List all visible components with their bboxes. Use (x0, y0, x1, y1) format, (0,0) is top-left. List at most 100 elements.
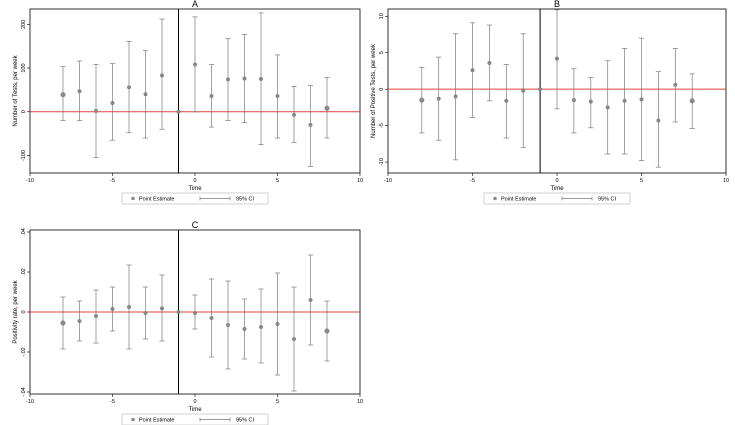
legend-point-marker (131, 196, 135, 201)
point-estimate (622, 98, 627, 103)
legend-box (121, 192, 269, 205)
x-axis-title: Time (188, 407, 202, 413)
point-estimate (324, 328, 330, 334)
x-tick-label: 0 (193, 399, 196, 405)
point-estimate (521, 88, 526, 93)
y-tick-label: -5 (379, 123, 385, 128)
point-estimate (60, 320, 66, 326)
panel-title: C (192, 220, 199, 230)
point-estimate (209, 316, 214, 321)
x-tick-label: 0 (193, 178, 196, 184)
legend-point-label: Point Estimate (139, 197, 174, 203)
legend: Point Estimate 95% CI (483, 192, 631, 205)
point-estimate (77, 319, 82, 324)
x-tick-label: 10 (357, 178, 363, 184)
point-estimate (588, 99, 593, 104)
point-estimate (605, 105, 610, 110)
legend-ci-label: 95% CI (236, 418, 255, 424)
point-estimate (487, 60, 492, 65)
point-estimate (60, 92, 66, 98)
y-tick-label: -100 (21, 150, 27, 161)
point-estimate (192, 62, 197, 67)
point-estimate (292, 337, 297, 342)
y-tick-label: -.04 (21, 387, 27, 396)
y-tick-label: 0 (21, 310, 27, 313)
point-estimate (292, 112, 297, 117)
point-estimate (571, 98, 576, 103)
panel-a: A -10 -5 0 5 10 -100 0 100 200 Time Number of Tests… (13, 0, 363, 205)
legend-box (483, 192, 631, 205)
y-tick-label: .02 (21, 268, 27, 276)
y-axis-title: Positivity rate, per week (13, 279, 19, 343)
point-estimate (242, 327, 247, 332)
point-estimate (689, 98, 695, 104)
point-estimate (77, 89, 82, 94)
point-estimate (159, 73, 164, 78)
point-estimate (176, 310, 181, 315)
point-estimate (159, 306, 164, 311)
x-tick-label: -10 (26, 178, 34, 184)
y-axis-title: Number of Positive Tests, per week (371, 43, 377, 138)
point-estimate (419, 97, 425, 103)
point-estimate (259, 76, 264, 81)
point-estimate (242, 76, 247, 81)
legend-box (121, 413, 269, 425)
point-estimate (436, 96, 441, 101)
point-estimate (324, 105, 330, 111)
legend-point-marker (131, 417, 135, 422)
y-tick-label: -.02 (21, 347, 27, 356)
x-tick-label: 0 (555, 178, 558, 184)
point-estimate (143, 311, 148, 316)
point-estimate (192, 311, 197, 316)
legend-point-label: Point Estimate (139, 418, 174, 424)
x-tick-label: 5 (276, 178, 279, 184)
point-estimate (93, 314, 98, 319)
x-tick-label: 10 (723, 178, 729, 184)
point-estimate (308, 298, 313, 303)
point-estimate (209, 94, 214, 99)
legend-point-marker (493, 196, 497, 201)
point-estimate (453, 94, 458, 99)
y-tick-label: 100 (21, 63, 27, 72)
point-estimate (308, 122, 313, 127)
x-tick-label: 5 (276, 399, 279, 405)
point-estimate (126, 305, 131, 310)
legend-point-label: Point Estimate (501, 197, 536, 203)
point-estimate (639, 97, 644, 102)
y-tick-label: -10 (379, 158, 385, 166)
point-estimate (275, 94, 280, 99)
legend: Point Estimate 95% CI (121, 413, 269, 425)
x-axis-title: Time (188, 186, 202, 192)
x-tick-label: -5 (110, 399, 115, 405)
x-tick-label: -10 (26, 399, 34, 405)
x-axis-title: Time (550, 186, 564, 192)
y-tick-label: 0 (21, 110, 27, 113)
point-estimate (93, 108, 98, 113)
point-estimate (110, 101, 115, 106)
panel-title: B (554, 0, 560, 9)
y-tick-label: 5 (379, 51, 385, 54)
point-estimate (504, 98, 509, 103)
point-estimate (225, 323, 230, 328)
point-estimate (225, 77, 230, 82)
point-estimate (656, 118, 661, 123)
panel-c: C -10 -5 0 5 10 -.04 -.02 0 .02 .04 Time Positivity … (13, 220, 363, 425)
point-estimate (555, 56, 560, 61)
y-axis-title: Number of Tests, per week (13, 54, 19, 126)
point-estimate (259, 325, 264, 330)
legend-ci-label: 95% CI (236, 197, 255, 203)
point-estimate (143, 92, 148, 97)
x-tick-label: -10 (384, 178, 392, 184)
point-estimate (673, 82, 678, 87)
y-tick-label: 0 (379, 88, 385, 91)
x-tick-label: -5 (110, 178, 115, 184)
panel-b: B -10 -5 0 5 10 -10 -5 0 5 10 Time Number of Positiv… (371, 0, 729, 205)
panel-title: A (192, 0, 198, 9)
point-estimate (126, 85, 131, 90)
x-tick-label: -5 (470, 178, 475, 184)
y-tick-label: 10 (379, 13, 385, 19)
point-estimate (110, 307, 115, 312)
x-tick-label: 5 (640, 178, 643, 184)
y-tick-label: 200 (21, 20, 27, 29)
